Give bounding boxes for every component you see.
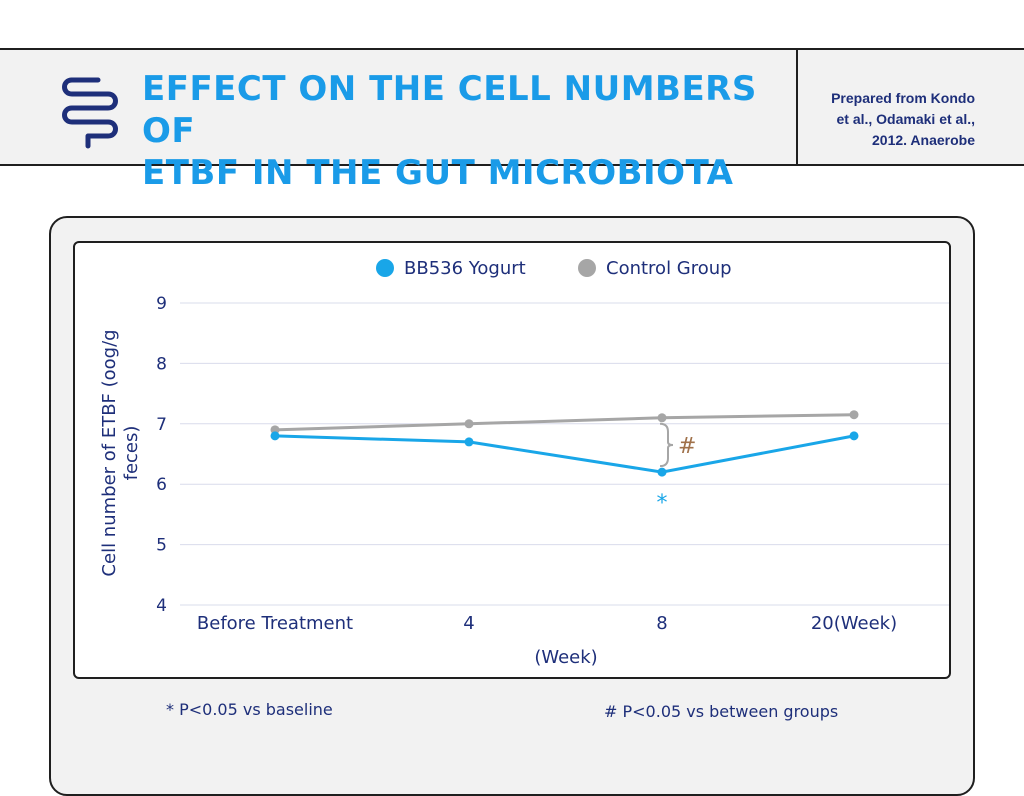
data-point-control-group — [657, 413, 667, 423]
data-point-bb536-yogurt — [464, 437, 474, 447]
y-axis-label-line: feces) — [121, 426, 142, 481]
x-tick-label: Before Treatment — [197, 613, 353, 634]
data-point-bb536-yogurt — [849, 431, 859, 441]
y-axis-label-line: Cell number of ETBF (oog/g — [99, 329, 120, 576]
series-line-control-group — [274, 413, 855, 432]
data-point-bb536-yogurt — [270, 431, 280, 441]
y-tick-label: 8 — [156, 354, 167, 374]
data-point-bb536-yogurt — [657, 467, 667, 477]
source-line-1: Prepared from Kondo — [831, 90, 975, 106]
footnote-star: * P<0.05 vs baseline — [166, 700, 333, 719]
y-tick-label: 6 — [156, 475, 167, 495]
line-chart: 4 5 6 7 8 9 Before Treatment 4 8 20(Week) (Week) Ce… — [99, 258, 949, 668]
source-citation: Prepared from Kondo et al., Odamaki et a… — [805, 88, 975, 151]
y-axis-label: Cell number of ETBF (oog/gfeces) — [99, 329, 142, 576]
legend-marker — [376, 259, 394, 277]
annotation-hash: # — [678, 434, 696, 459]
x-tick-label: 20(Week) — [811, 613, 897, 634]
page-title: EFFECT ON THE CELL NUMBERS OF ETBF IN TH… — [142, 68, 782, 194]
legend-label: Control Group — [606, 258, 732, 279]
series-line-bb536-yogurt — [274, 434, 855, 474]
significance-bracket — [659, 422, 674, 468]
x-tick-label: 8 — [656, 613, 667, 634]
source-line-2: et al., Odamaki et al., — [836, 111, 975, 127]
y-tick-label: 5 — [156, 536, 167, 556]
legend-marker — [578, 259, 596, 277]
legend-label: BB536 Yogurt — [404, 258, 526, 279]
chart-frame — [73, 241, 951, 679]
data-point-control-group — [464, 419, 474, 429]
header-banner: EFFECT ON THE CELL NUMBERS OF ETBF IN TH… — [0, 48, 1024, 193]
data-point-control-group — [849, 410, 859, 420]
intestine-icon — [62, 77, 118, 149]
x-tick-label: 4 — [463, 613, 474, 634]
source-line-3: 2012. Anaerobe — [872, 132, 975, 148]
title-line-2: ETBF IN THE GUT MICROBIOTA — [142, 153, 734, 193]
footnote-hash: # P<0.05 vs between groups — [604, 702, 839, 721]
y-tick-label: 4 — [156, 596, 167, 616]
header-divider — [796, 50, 798, 164]
y-tick-label: 7 — [156, 415, 167, 435]
y-tick-label: 9 — [156, 294, 167, 314]
annotation-star: * — [657, 491, 668, 516]
x-axis-label: (Week) — [534, 647, 597, 668]
title-line-1: EFFECT ON THE CELL NUMBERS OF — [142, 69, 757, 151]
